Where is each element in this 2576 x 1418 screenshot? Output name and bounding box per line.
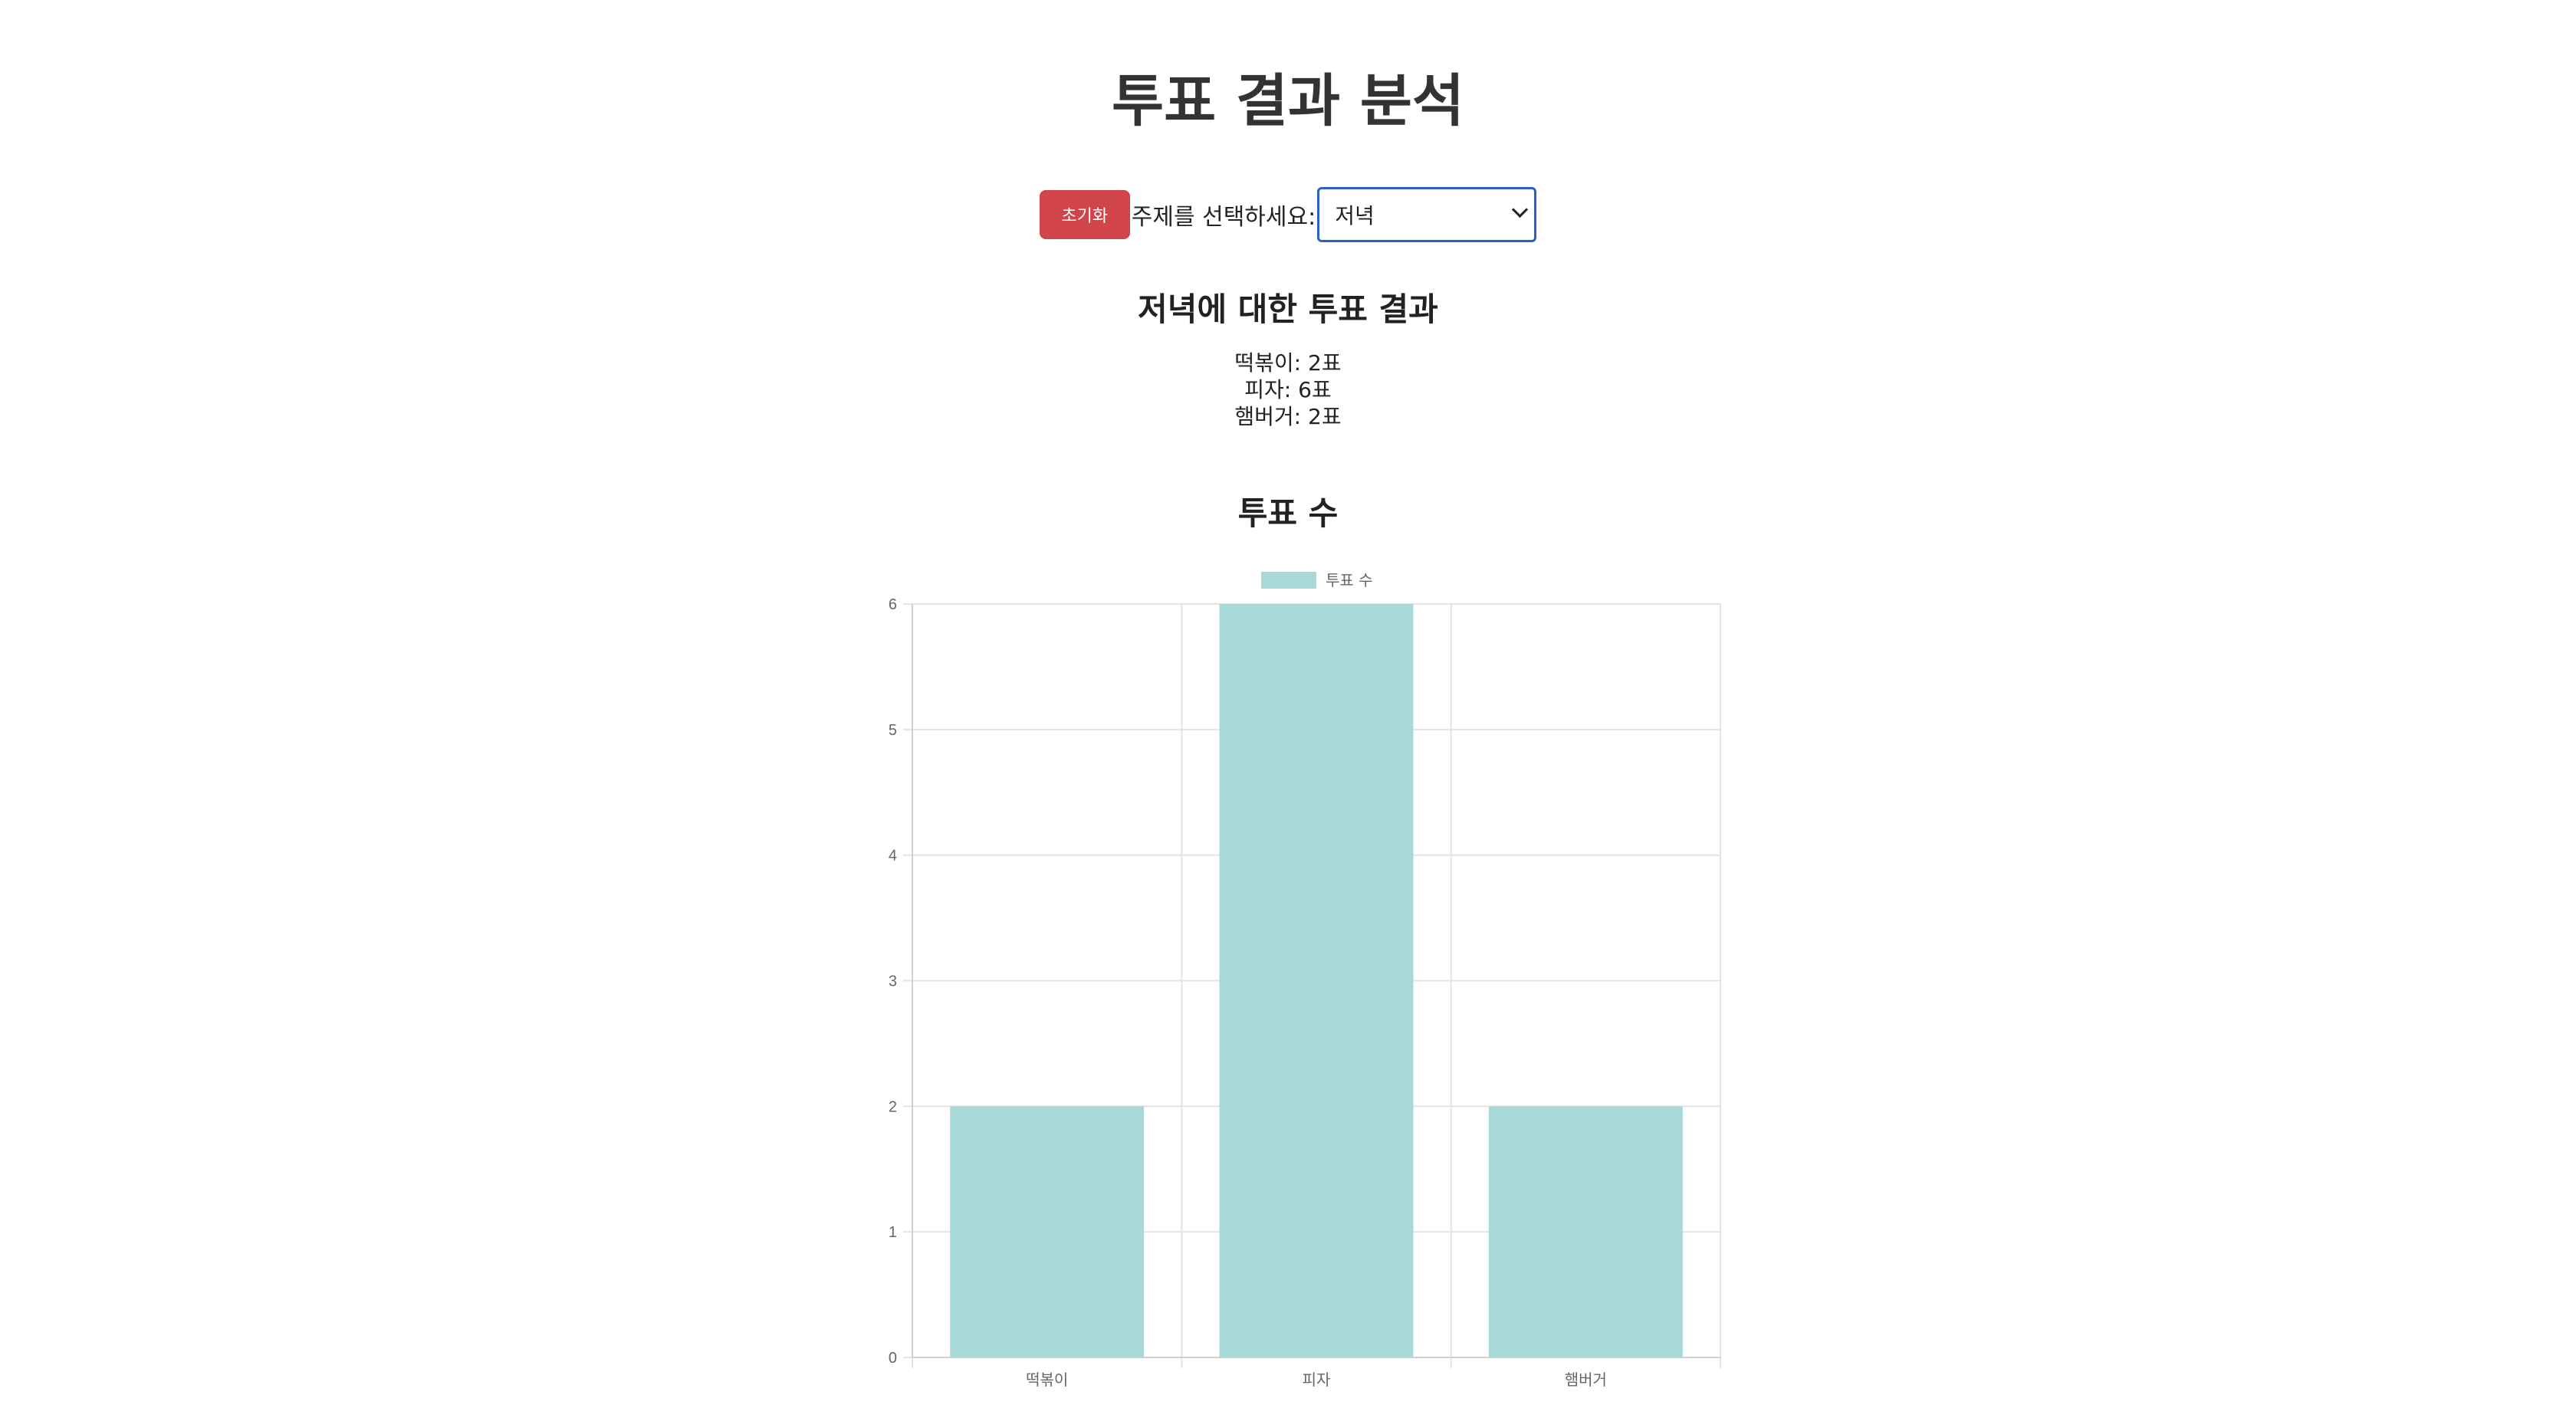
- topic-select-value: 저녁: [1335, 203, 1375, 228]
- result-item: 피자: 6표: [1244, 377, 1332, 402]
- reset-button[interactable]: 초기화: [1039, 190, 1130, 239]
- chart-title: 투표 수: [1237, 494, 1339, 532]
- topic-select-wrapper[interactable]: 저녁: [1317, 187, 1537, 242]
- y-tick-label: 5: [889, 722, 897, 739]
- y-tick-label: 6: [889, 596, 897, 613]
- result-item: 햄버거: 2표: [1234, 404, 1342, 429]
- y-tick-label: 3: [889, 973, 897, 990]
- y-tick-label: 2: [889, 1098, 897, 1115]
- page-title: 투표 결과 분석: [1111, 68, 1464, 134]
- legend-swatch: [1261, 572, 1316, 589]
- result-title: 저녁에 대한 투표 결과: [1138, 290, 1438, 328]
- legend-label: 투표 수: [1326, 571, 1373, 589]
- x-tick-label: 햄버거: [1565, 1371, 1607, 1389]
- y-tick-label: 1: [889, 1224, 897, 1241]
- bar-3: [1488, 1106, 1683, 1357]
- x-tick-label: 피자: [1303, 1371, 1331, 1389]
- bar-1: [950, 1106, 1145, 1357]
- bar-2: [1219, 604, 1414, 1357]
- y-tick-label: 0: [889, 1350, 897, 1367]
- y-tick-label: 4: [889, 848, 897, 865]
- x-tick-label: 떡볶이: [1026, 1371, 1068, 1389]
- topic-select[interactable]: 저녁: [1317, 187, 1537, 242]
- result-list: 떡볶이: 2표 피자: 6표 햄버거: 2표: [0, 350, 2576, 430]
- topic-label: 주제를 선택하세요:: [1131, 204, 1316, 231]
- result-item: 떡볶이: 2표: [1234, 350, 1342, 376]
- controls-row: 초기화 주제를 선택하세요: 저녁: [0, 184, 2576, 245]
